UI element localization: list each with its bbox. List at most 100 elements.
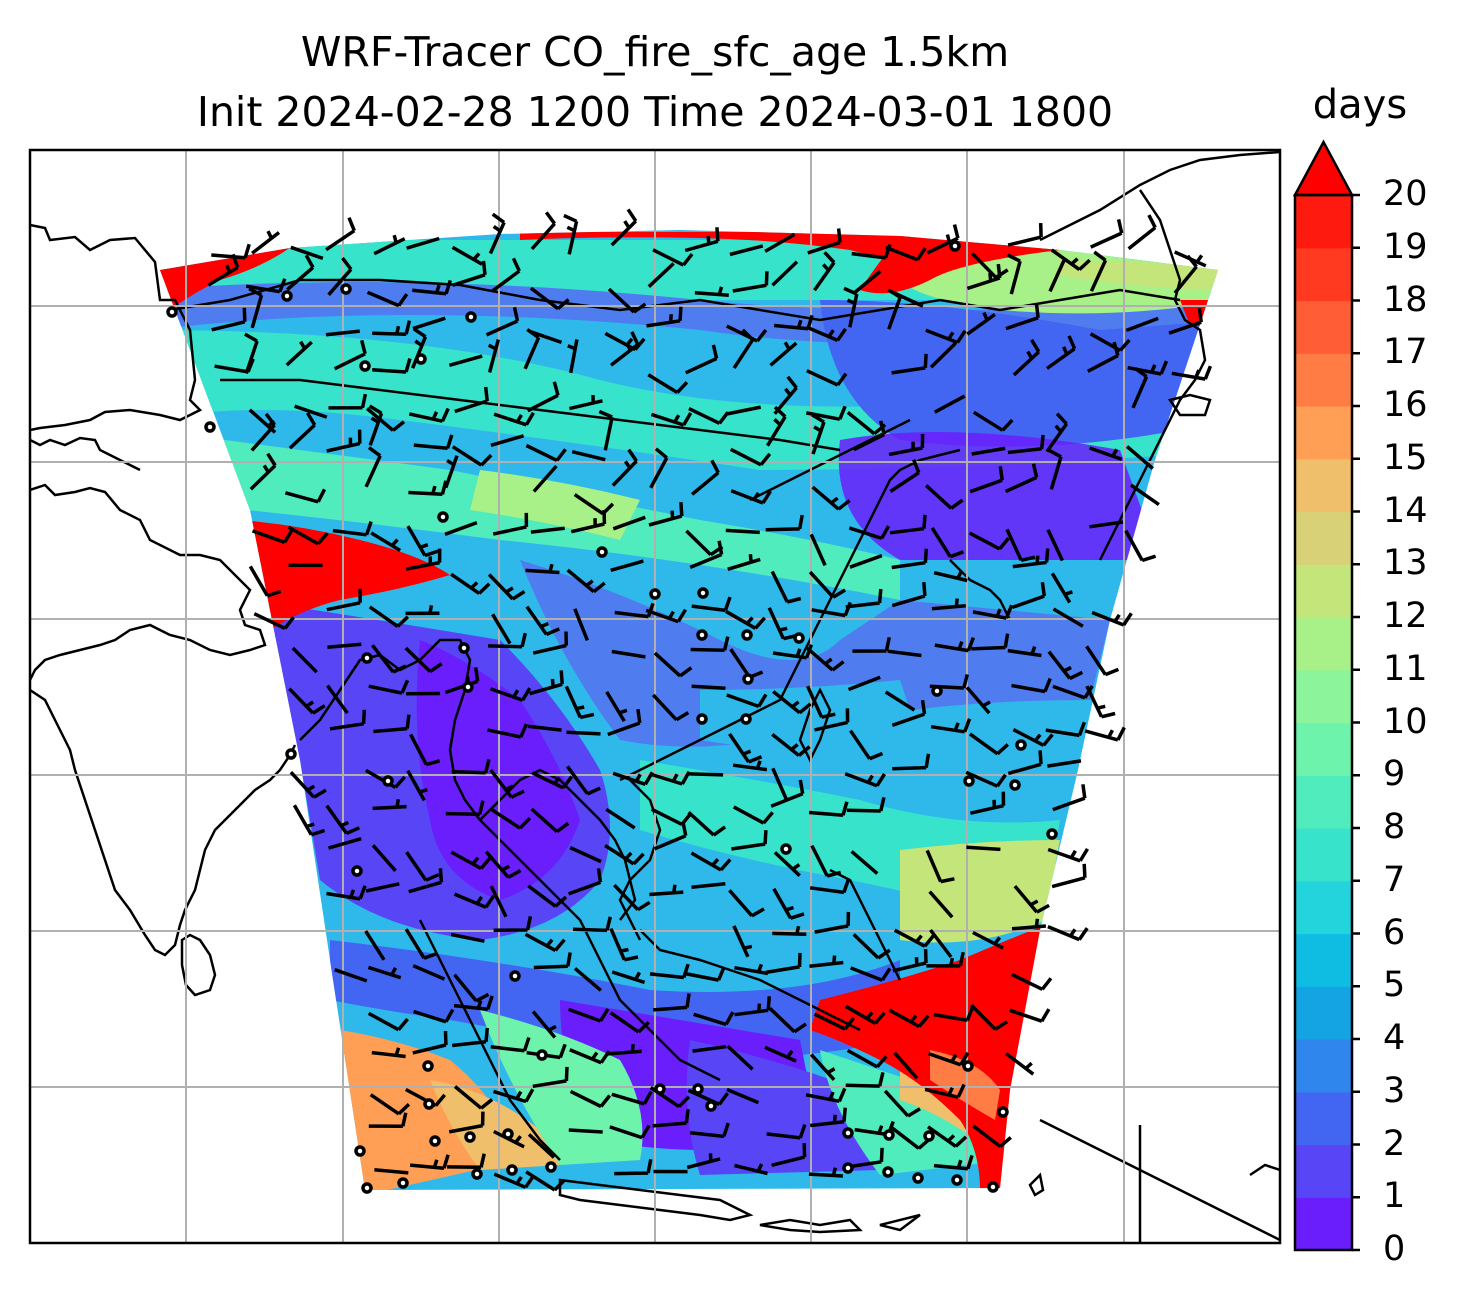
calm-wind-marker bbox=[382, 775, 394, 787]
wind-barb bbox=[329, 709, 367, 731]
wind-barb bbox=[564, 685, 595, 720]
wind-barb bbox=[571, 449, 606, 462]
wind-barb bbox=[970, 791, 1006, 815]
wind-barb bbox=[448, 354, 483, 367]
colorbar bbox=[1292, 139, 1360, 1252]
wind-barb bbox=[605, 690, 628, 723]
wind-barb bbox=[1007, 434, 1045, 455]
wind-barb bbox=[527, 884, 568, 908]
wind-barb bbox=[849, 553, 883, 569]
wind-barb bbox=[688, 407, 730, 425]
wind-barb bbox=[1168, 308, 1203, 335]
wind-barb bbox=[404, 646, 443, 674]
wind-barb bbox=[1086, 341, 1120, 373]
wind-barb bbox=[931, 598, 966, 611]
wind-barb bbox=[1127, 360, 1169, 376]
colorbar-tick-label: 20 bbox=[1383, 174, 1428, 214]
wind-barb bbox=[326, 588, 362, 612]
wind-barb bbox=[207, 253, 240, 287]
wind-barb bbox=[569, 1089, 612, 1109]
wind-barb bbox=[811, 601, 852, 618]
wind-barb bbox=[1047, 759, 1082, 768]
wind-barb bbox=[452, 1027, 490, 1048]
wind-barb bbox=[1047, 650, 1084, 681]
wind-barb bbox=[1051, 863, 1087, 889]
wind-barb bbox=[649, 447, 669, 489]
wind-barb bbox=[611, 970, 646, 985]
wind-barb bbox=[244, 332, 259, 374]
colorbar-extend-arrow bbox=[1292, 139, 1355, 197]
wind-barb bbox=[525, 605, 560, 637]
wind-barb bbox=[409, 1154, 450, 1170]
wind-barb bbox=[453, 995, 494, 1012]
wind-barb bbox=[326, 684, 349, 715]
wind-barb bbox=[373, 714, 411, 734]
wind-barb bbox=[1005, 528, 1036, 563]
wind-barb bbox=[451, 245, 483, 266]
colorbar-tick-label: 1 bbox=[1383, 1176, 1406, 1217]
wind-barb bbox=[284, 488, 327, 504]
wind-barb bbox=[614, 1158, 653, 1176]
wind-barb bbox=[525, 1170, 566, 1192]
wind-barb bbox=[772, 690, 812, 715]
wind-barb bbox=[609, 331, 640, 367]
wind-barb bbox=[566, 730, 601, 736]
wind-barb bbox=[806, 369, 848, 387]
wind-barb bbox=[933, 1006, 975, 1023]
wind-barb bbox=[448, 1111, 485, 1134]
colorbar-bin bbox=[1295, 511, 1352, 565]
wind-barb bbox=[493, 411, 535, 427]
wind-barb bbox=[772, 925, 807, 936]
wind-barb bbox=[893, 1051, 919, 1080]
wind-barbs bbox=[207, 208, 1213, 1192]
wind-barb bbox=[531, 771, 574, 790]
calm-wind-marker bbox=[354, 1145, 366, 1157]
wind-barb bbox=[1045, 412, 1069, 453]
wind-barb bbox=[527, 724, 562, 732]
wind-barb bbox=[371, 1047, 406, 1059]
colorbar-tick-label: 19 bbox=[1383, 226, 1428, 267]
wind-barb bbox=[609, 1011, 650, 1034]
colorbar-bin bbox=[1295, 353, 1352, 407]
wind-barb bbox=[1085, 645, 1120, 677]
wind-barb bbox=[409, 733, 441, 767]
wind-barb bbox=[524, 932, 566, 952]
wind-barb bbox=[485, 306, 520, 337]
wind-barb bbox=[611, 448, 638, 487]
wind-barb bbox=[605, 807, 636, 830]
wind-barb bbox=[404, 928, 438, 960]
wind-barb bbox=[726, 1087, 760, 1105]
colorbar-bin bbox=[1295, 933, 1352, 987]
wind-barb bbox=[928, 1051, 970, 1067]
wind-barb bbox=[294, 404, 328, 419]
wind-barb bbox=[611, 649, 646, 659]
wind-barb bbox=[892, 753, 931, 771]
wind-barb bbox=[690, 851, 732, 872]
wind-barb bbox=[966, 845, 1001, 852]
colorbar-tick-label: 2 bbox=[1383, 1123, 1406, 1164]
calm-wind-marker bbox=[471, 1168, 483, 1180]
colorbar-bin bbox=[1295, 986, 1352, 1040]
calm-wind-marker bbox=[742, 673, 754, 685]
wind-barb bbox=[368, 605, 410, 628]
wind-barb bbox=[808, 570, 847, 599]
wind-barb bbox=[809, 955, 844, 969]
calm-wind-marker bbox=[987, 1181, 999, 1193]
calm-wind-marker bbox=[437, 511, 449, 523]
wind-barb bbox=[966, 263, 1002, 291]
wind-barb bbox=[887, 649, 922, 658]
wind-barb bbox=[364, 930, 386, 961]
calm-wind-marker bbox=[696, 629, 708, 641]
wind-barb bbox=[851, 244, 892, 260]
calm-wind-marker bbox=[204, 421, 216, 433]
wind-barb bbox=[648, 501, 684, 527]
wind-barb bbox=[610, 559, 644, 572]
wind-barb bbox=[809, 533, 827, 567]
wind-barb bbox=[325, 329, 360, 337]
wind-barb bbox=[370, 531, 402, 552]
calm-wind-marker bbox=[842, 1127, 854, 1139]
wind-barb bbox=[732, 925, 753, 958]
wind-barb bbox=[965, 770, 1007, 788]
calm-wind-marker bbox=[340, 283, 352, 295]
wind-barb bbox=[971, 446, 1006, 456]
